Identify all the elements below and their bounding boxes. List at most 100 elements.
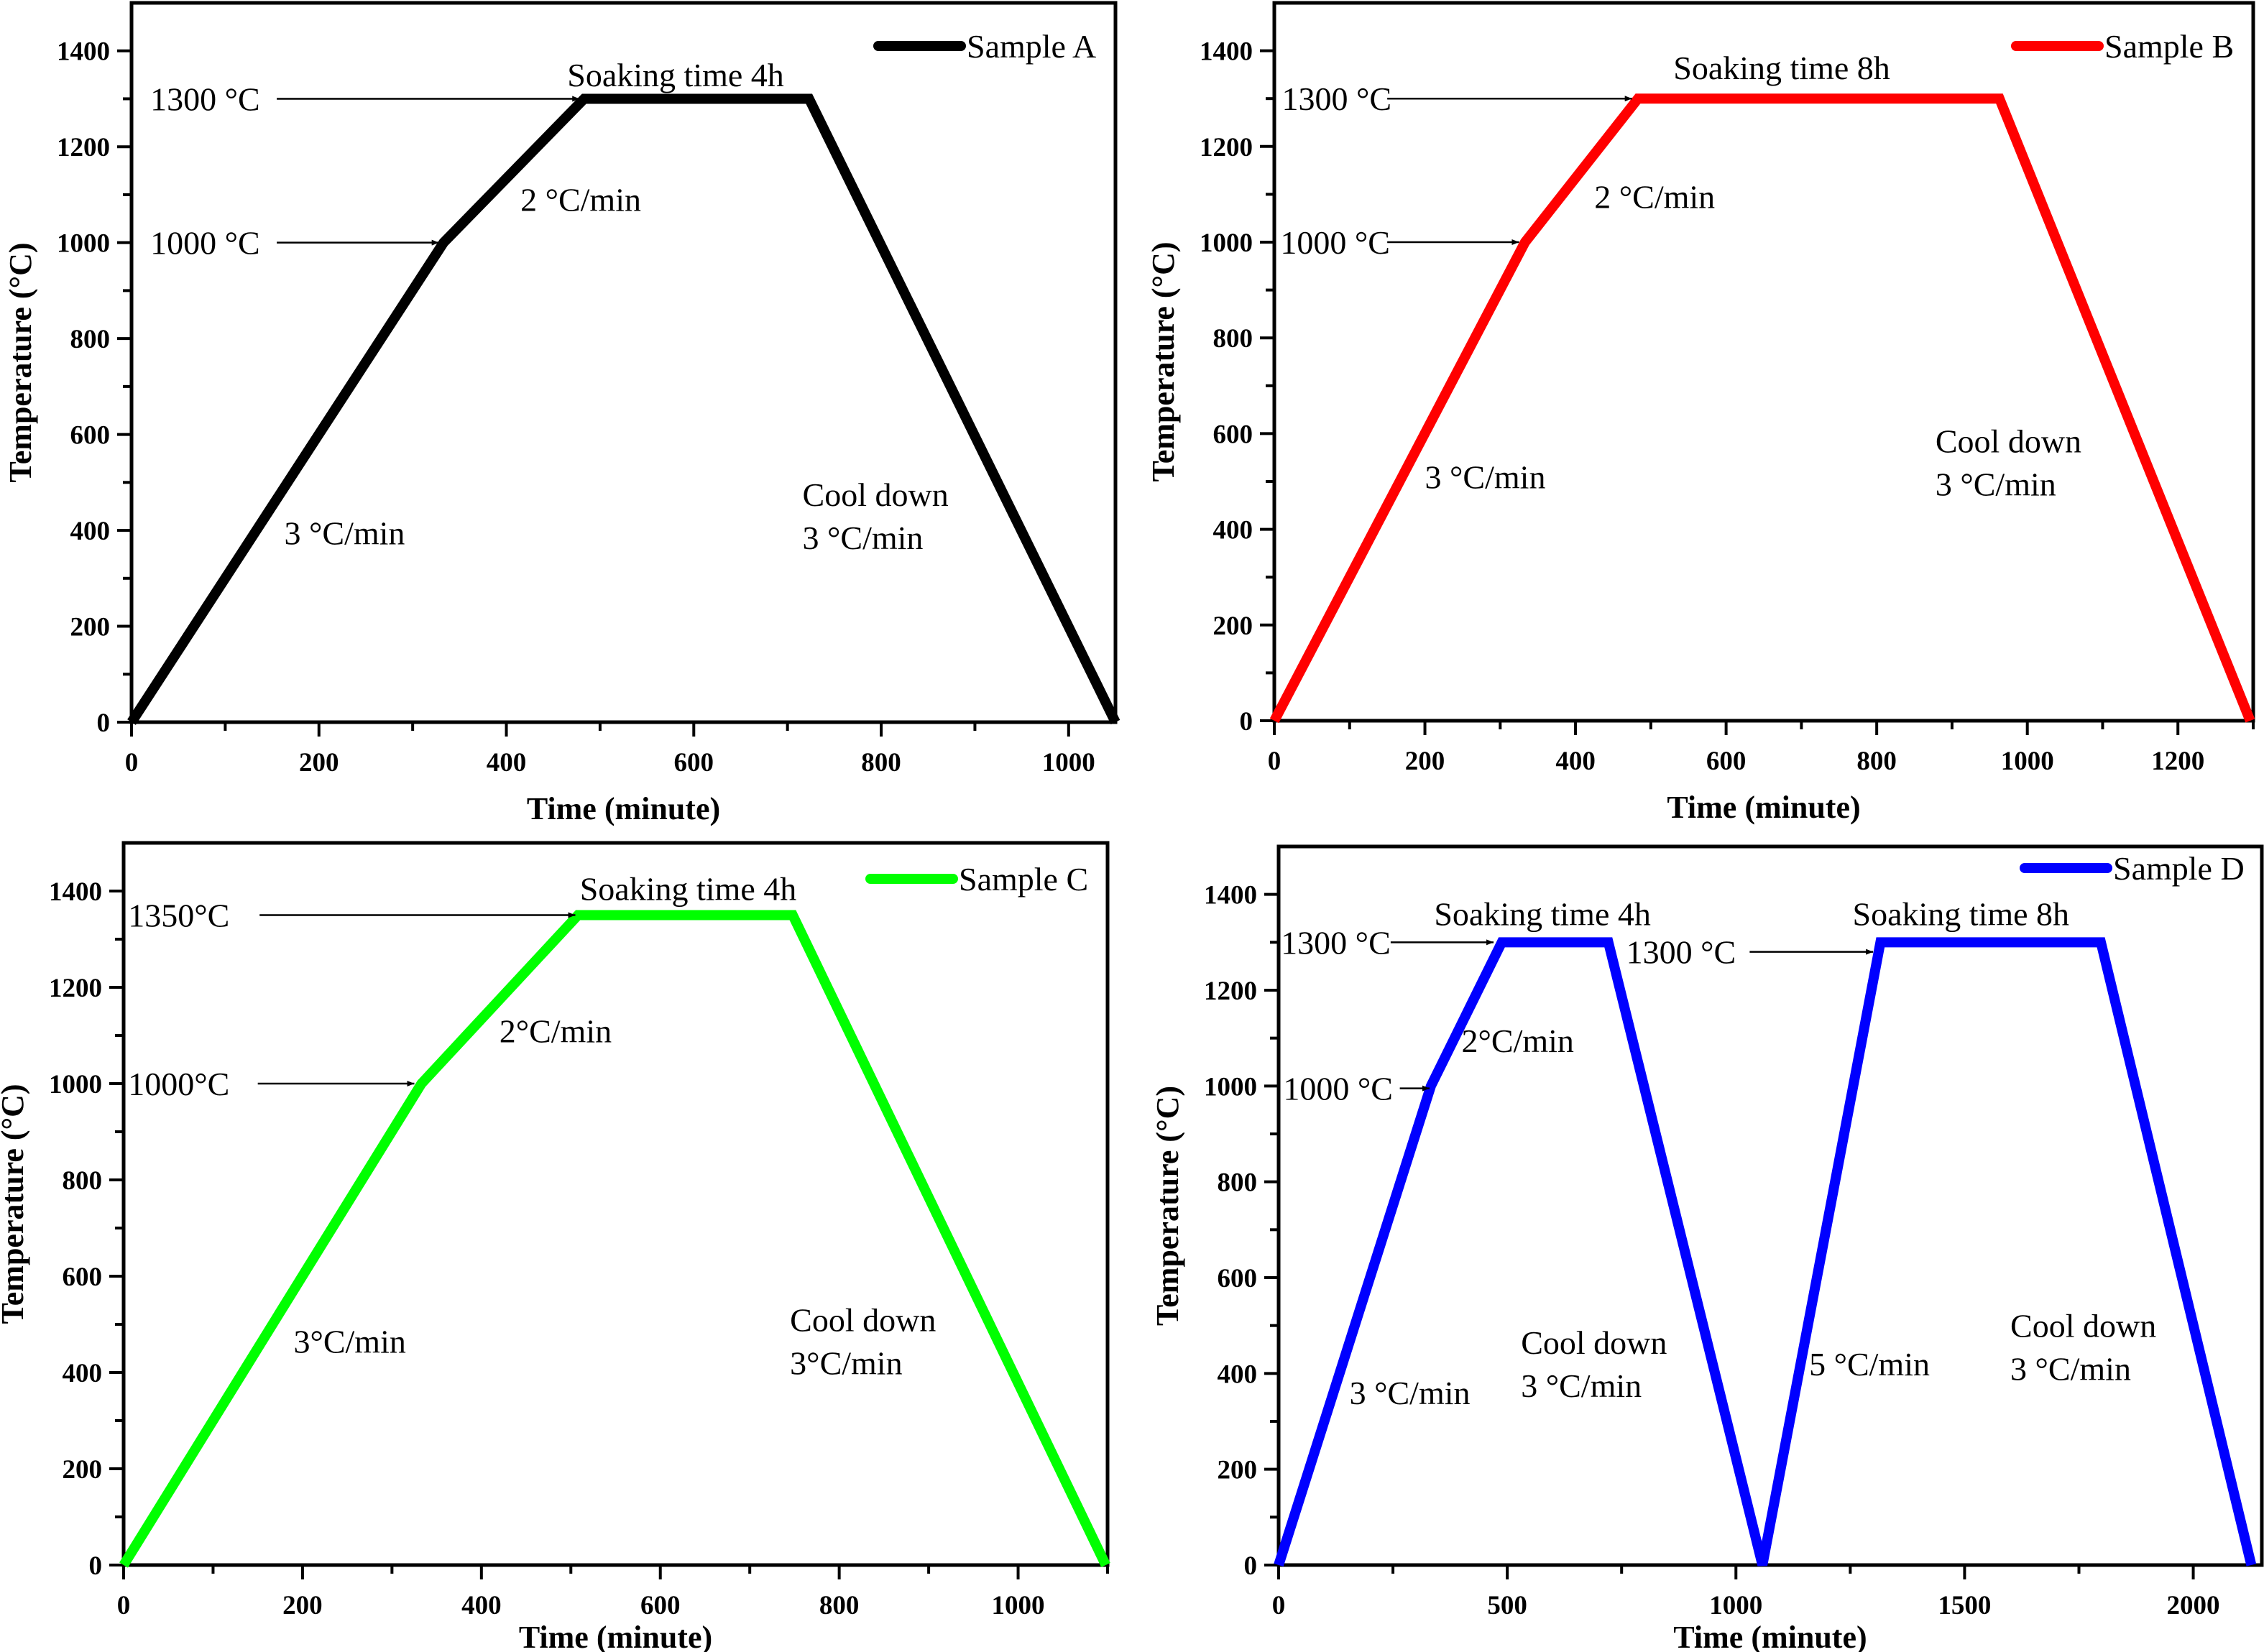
x-tick-label: 0 [1268, 747, 1281, 776]
annotation-label: 2 °C/min [1594, 179, 1715, 216]
x-axis-title: Time (minute) [1673, 1620, 1867, 1652]
annotation-label: 3 °C/min [1521, 1367, 1642, 1404]
annotation-label: 3 °C/min [1936, 466, 2056, 502]
annotation-label: Cool down [1521, 1324, 1667, 1361]
x-tick-label: 500 [1487, 1591, 1527, 1620]
y-tick-label: 1200 [57, 133, 110, 162]
y-tick-label: 200 [63, 1455, 103, 1485]
annotation-label: 1000 °C [1283, 1071, 1393, 1107]
y-tick-label: 1000 [49, 1070, 102, 1099]
y-tick-label: 1400 [57, 37, 110, 67]
y-tick-label: 600 [1218, 1264, 1258, 1293]
y-tick-label: 600 [63, 1263, 103, 1292]
legend-label: Sample D [2113, 850, 2245, 887]
annotation-label: 5 °C/min [1809, 1346, 1930, 1383]
x-tick-label: 600 [640, 1591, 681, 1620]
annotation-label: 1000 °C [1280, 224, 1390, 261]
y-tick-label: 0 [1244, 1551, 1258, 1581]
x-tick-label: 0 [117, 1591, 131, 1620]
plot-frame [1276, 844, 2264, 1567]
panel-d: 0 200 400 600 800 1000 1200 1400 0 500 1000 1500 200… [1150, 844, 2264, 1652]
annotation-label: Soaking time 8h [1673, 50, 1890, 86]
y-axis-title: Temperature (°C) [3, 242, 38, 482]
plot-frame [1272, 1, 2255, 723]
x-tick-label: 1000 [1042, 748, 1095, 777]
y-axis-title: Temperature (°C) [0, 1084, 30, 1324]
x-tick-label: 1000 [992, 1591, 1045, 1620]
y-tick-label: 0 [1240, 707, 1253, 737]
y-tick-label: 0 [97, 709, 111, 738]
y-tick-label: 1400 [1204, 881, 1257, 910]
annotation-label: 1000 °C [150, 225, 260, 262]
y-tick-label: 1000 [1200, 229, 1253, 258]
y-tick-label: 1000 [57, 229, 110, 259]
y-tick-label: 800 [70, 325, 111, 354]
annotation-label: Soaking time 4h [1434, 895, 1651, 932]
y-tick-label: 400 [63, 1359, 103, 1388]
annotation-label: 3°C/min [790, 1345, 902, 1382]
x-tick-label: 1500 [1938, 1591, 1991, 1620]
y-axis-title: Temperature (°C) [1146, 241, 1181, 481]
y-tick-label: 1200 [1204, 977, 1257, 1006]
y-tick-label: 1400 [1200, 37, 1253, 67]
y-tick-label: 400 [1213, 516, 1253, 545]
x-axis-title: Time (minute) [1667, 790, 1860, 825]
y-tick-label: 200 [70, 613, 111, 642]
x-tick-label: 600 [1706, 747, 1747, 776]
x-tick-label: 400 [1555, 747, 1596, 776]
y-tick-label: 800 [1218, 1168, 1258, 1198]
annotation-label: 3 °C/min [285, 514, 405, 551]
plot-frame [121, 841, 1110, 1567]
y-tick-label: 1400 [49, 877, 102, 907]
x-tick-label: 200 [282, 1591, 323, 1620]
y-tick-label: 600 [70, 421, 111, 451]
annotation-label: 3 °C/min [803, 520, 924, 556]
annotation-label: 3 °C/min [1350, 1375, 1471, 1411]
annotation-label: 2 °C/min [520, 182, 641, 218]
x-tick-label: 1000 [2001, 747, 2054, 776]
y-tick-label: 400 [70, 517, 111, 546]
y-tick-label: 600 [1213, 420, 1253, 449]
x-tick-label: 1200 [2151, 747, 2204, 776]
y-tick-label: 0 [89, 1551, 103, 1581]
annotation-label: 1300 °C [1281, 924, 1391, 961]
series-line-sample-c [119, 910, 1110, 1568]
annotation-label: 1350°C [128, 897, 229, 934]
y-axis-title: Temperature (°C) [1150, 1086, 1185, 1326]
y-tick-label: 1200 [49, 974, 102, 1003]
legend-label: Sample A [967, 28, 1096, 65]
plot-frame [129, 1, 1118, 724]
series-line-sample-d [1274, 937, 2257, 1567]
x-tick-label: 600 [674, 748, 714, 777]
x-tick-label: 2000 [2167, 1591, 2220, 1620]
annotation-label: Soaking time 4h [567, 57, 784, 93]
panel-c: 0 200 400 600 800 1000 1200 1400 0 200 400 600 800 10… [0, 841, 1110, 1652]
y-tick-label: 200 [1218, 1456, 1258, 1485]
x-tick-label: 400 [487, 748, 527, 777]
legend-label: Sample B [2104, 28, 2234, 65]
annotation-label: Cool down [1936, 423, 2081, 459]
annotation-label: 2°C/min [1462, 1023, 1574, 1059]
y-tick-label: 1000 [1204, 1072, 1257, 1102]
annotation-label: Soaking time 4h [580, 871, 797, 908]
annotation-label: Cool down [2010, 1308, 2156, 1344]
x-tick-label: 0 [125, 748, 139, 777]
annotation-label: 2°C/min [500, 1012, 612, 1049]
x-tick-label: 200 [1405, 747, 1445, 776]
annotation-label: Cool down [803, 476, 949, 513]
legend-label: Sample C [959, 861, 1088, 897]
annotation-label: 1000°C [128, 1066, 229, 1102]
annotation-label: 1300 °C [1626, 934, 1736, 971]
y-tick-label: 1200 [1200, 133, 1253, 162]
y-tick-label: 800 [1213, 324, 1253, 354]
x-tick-label: 800 [1856, 747, 1897, 776]
y-tick-label: 200 [1213, 612, 1253, 641]
annotation-label: 3°C/min [293, 1323, 405, 1360]
x-axis-title: Time (minute) [519, 1620, 712, 1652]
series-line-sample-a [127, 93, 1121, 725]
x-tick-label: 1000 [1709, 1591, 1762, 1620]
y-tick-label: 800 [63, 1166, 103, 1196]
annotation-label: 3 °C/min [2010, 1351, 2131, 1388]
